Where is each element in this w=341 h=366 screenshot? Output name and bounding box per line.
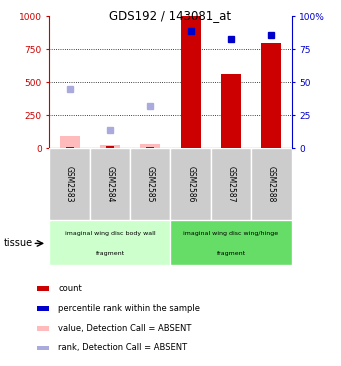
Text: GSM2587: GSM2587 <box>226 166 236 202</box>
Bar <box>37 306 49 311</box>
Text: GDS192 / 143081_at: GDS192 / 143081_at <box>109 9 232 22</box>
Bar <box>251 148 292 220</box>
Bar <box>37 286 49 291</box>
Text: tissue: tissue <box>3 238 32 249</box>
Text: imaginal wing disc wing/hinge: imaginal wing disc wing/hinge <box>183 231 279 236</box>
Text: rank, Detection Call = ABSENT: rank, Detection Call = ABSENT <box>58 344 187 352</box>
Bar <box>261 43 281 148</box>
Text: percentile rank within the sample: percentile rank within the sample <box>58 304 200 313</box>
Bar <box>170 220 292 265</box>
Bar <box>181 16 201 148</box>
Bar <box>221 74 241 148</box>
Text: fragment: fragment <box>95 251 124 257</box>
Bar <box>130 148 170 220</box>
Text: GSM2586: GSM2586 <box>186 166 195 202</box>
Bar <box>49 220 170 265</box>
Bar <box>60 137 80 148</box>
Bar <box>100 145 120 148</box>
Bar <box>37 326 49 331</box>
Text: fragment: fragment <box>217 251 246 257</box>
Bar <box>211 148 251 220</box>
Text: GSM2584: GSM2584 <box>105 166 115 202</box>
Bar <box>37 346 49 351</box>
Bar <box>65 147 74 148</box>
Text: value, Detection Call = ABSENT: value, Detection Call = ABSENT <box>58 324 192 333</box>
Text: GSM2585: GSM2585 <box>146 166 155 202</box>
Bar <box>140 143 160 148</box>
Bar <box>106 146 114 148</box>
Text: GSM2588: GSM2588 <box>267 166 276 202</box>
Bar <box>170 148 211 220</box>
Text: GSM2583: GSM2583 <box>65 166 74 202</box>
Text: imaginal wing disc body wall: imaginal wing disc body wall <box>65 231 155 236</box>
Bar <box>146 147 154 148</box>
Bar <box>90 148 130 220</box>
Text: count: count <box>58 284 82 293</box>
Bar <box>49 148 90 220</box>
